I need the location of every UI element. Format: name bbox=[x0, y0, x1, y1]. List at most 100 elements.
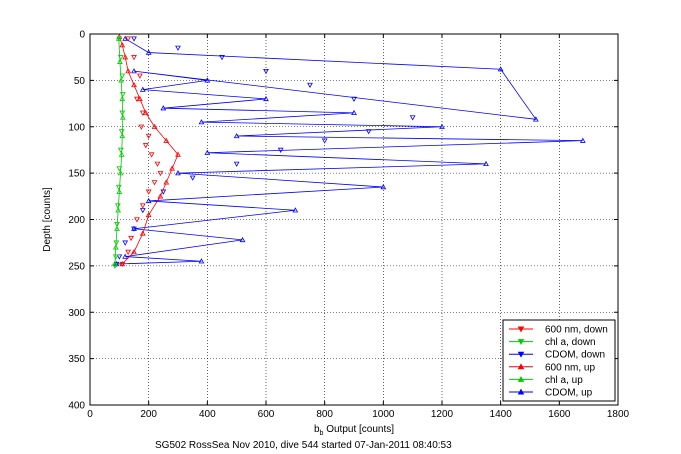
data-point bbox=[154, 161, 161, 167]
data-point bbox=[233, 161, 240, 167]
y-tick-label: 0 bbox=[79, 30, 85, 41]
data-point bbox=[239, 236, 246, 243]
series-600-nm-up bbox=[116, 33, 181, 267]
data-point bbox=[112, 254, 119, 260]
axis-ticks: 0 200 400 600 800 1000 1200 1400 1600 1800 0 50 100 1… bbox=[68, 30, 629, 421]
data-point bbox=[131, 81, 137, 88]
data-point bbox=[139, 86, 146, 92]
data-point bbox=[139, 208, 146, 214]
data-point bbox=[131, 225, 137, 231]
data-point bbox=[321, 138, 328, 144]
data-point bbox=[117, 170, 124, 176]
x-axis-label-rest: Output [counts] bbox=[323, 424, 394, 435]
data-point bbox=[380, 184, 387, 190]
legend-label: 600 nm, down bbox=[545, 325, 608, 336]
data-point bbox=[116, 254, 123, 260]
data-point bbox=[204, 149, 211, 155]
data-point bbox=[198, 119, 205, 125]
data-point bbox=[134, 96, 140, 102]
series-line bbox=[118, 36, 179, 265]
legend-label: CDOM, up bbox=[545, 388, 593, 399]
data-point bbox=[292, 207, 299, 213]
data-point bbox=[136, 95, 143, 102]
data-point bbox=[151, 180, 158, 186]
series-line bbox=[116, 38, 583, 265]
data-point bbox=[365, 129, 372, 135]
legend-label: chl a, down bbox=[545, 337, 596, 348]
data-point bbox=[145, 133, 152, 140]
series-cdom-up bbox=[113, 35, 586, 267]
data-point bbox=[112, 260, 118, 267]
data-point bbox=[157, 170, 164, 177]
data-point bbox=[122, 240, 129, 246]
data-point bbox=[134, 217, 140, 223]
y-tick-label: 350 bbox=[68, 354, 85, 365]
data-point bbox=[131, 248, 137, 255]
data-point bbox=[532, 116, 539, 122]
data-point bbox=[307, 82, 313, 89]
data-point bbox=[119, 260, 126, 267]
data-point bbox=[122, 253, 129, 259]
data-point bbox=[204, 77, 211, 83]
data-point bbox=[160, 105, 167, 111]
y-tick-label: 100 bbox=[68, 122, 85, 133]
data-point bbox=[139, 230, 146, 236]
data-point bbox=[263, 95, 269, 102]
data-point bbox=[115, 35, 122, 41]
y-tick-label: 50 bbox=[74, 76, 86, 87]
data-point bbox=[119, 95, 126, 102]
x-tick-label: 1600 bbox=[548, 409, 571, 420]
data-point bbox=[483, 160, 489, 167]
data-point bbox=[122, 54, 129, 60]
x-tick-label: 1400 bbox=[490, 409, 513, 420]
legend-entry: 600 nm, up bbox=[509, 362, 595, 373]
data-point bbox=[148, 152, 155, 158]
data-point bbox=[119, 110, 126, 116]
data-point bbox=[409, 115, 416, 121]
data-point bbox=[117, 58, 123, 64]
x-tick-label: 1200 bbox=[431, 409, 454, 420]
x-tick-label: 1800 bbox=[607, 409, 630, 420]
legend-marker bbox=[517, 326, 525, 333]
data-point bbox=[139, 110, 146, 116]
data-point bbox=[136, 73, 143, 79]
data-point bbox=[119, 133, 126, 139]
data-point bbox=[263, 68, 269, 75]
data-point bbox=[116, 188, 123, 194]
legend-entry: chl a, up bbox=[509, 375, 583, 386]
x-tick-label: 0 bbox=[87, 409, 93, 420]
data-point bbox=[145, 197, 152, 204]
data-point bbox=[233, 133, 240, 139]
legend-entry: chl a, down bbox=[509, 337, 596, 348]
data-point bbox=[131, 55, 137, 61]
y-tick-label: 250 bbox=[68, 261, 85, 272]
data-point bbox=[118, 77, 124, 83]
data-point bbox=[189, 175, 196, 181]
data-point bbox=[351, 109, 357, 115]
legend-entry: 600 nm, down bbox=[509, 325, 608, 336]
legend-marker bbox=[517, 363, 525, 370]
x-tick-label: 400 bbox=[199, 409, 216, 420]
data-point bbox=[119, 42, 126, 48]
x-tick-label: 800 bbox=[316, 409, 333, 420]
data-point bbox=[125, 249, 132, 255]
x-tick-label: 1000 bbox=[372, 409, 395, 420]
data-point bbox=[131, 36, 137, 42]
data-point bbox=[163, 179, 170, 185]
data-point bbox=[115, 207, 122, 213]
data-point bbox=[439, 123, 445, 129]
data-point bbox=[118, 129, 125, 135]
data-point bbox=[145, 49, 152, 55]
y-axis-label: Depth [counts] bbox=[42, 187, 53, 252]
data-point bbox=[175, 170, 181, 176]
data-point bbox=[118, 151, 125, 157]
data-point bbox=[157, 193, 164, 199]
data-point bbox=[114, 225, 120, 231]
y-tick-label: 300 bbox=[68, 308, 85, 319]
legend-marker bbox=[517, 375, 525, 382]
data-point bbox=[579, 137, 586, 143]
data-point bbox=[125, 36, 132, 42]
x-axis-label-subscript: b bbox=[320, 430, 324, 437]
